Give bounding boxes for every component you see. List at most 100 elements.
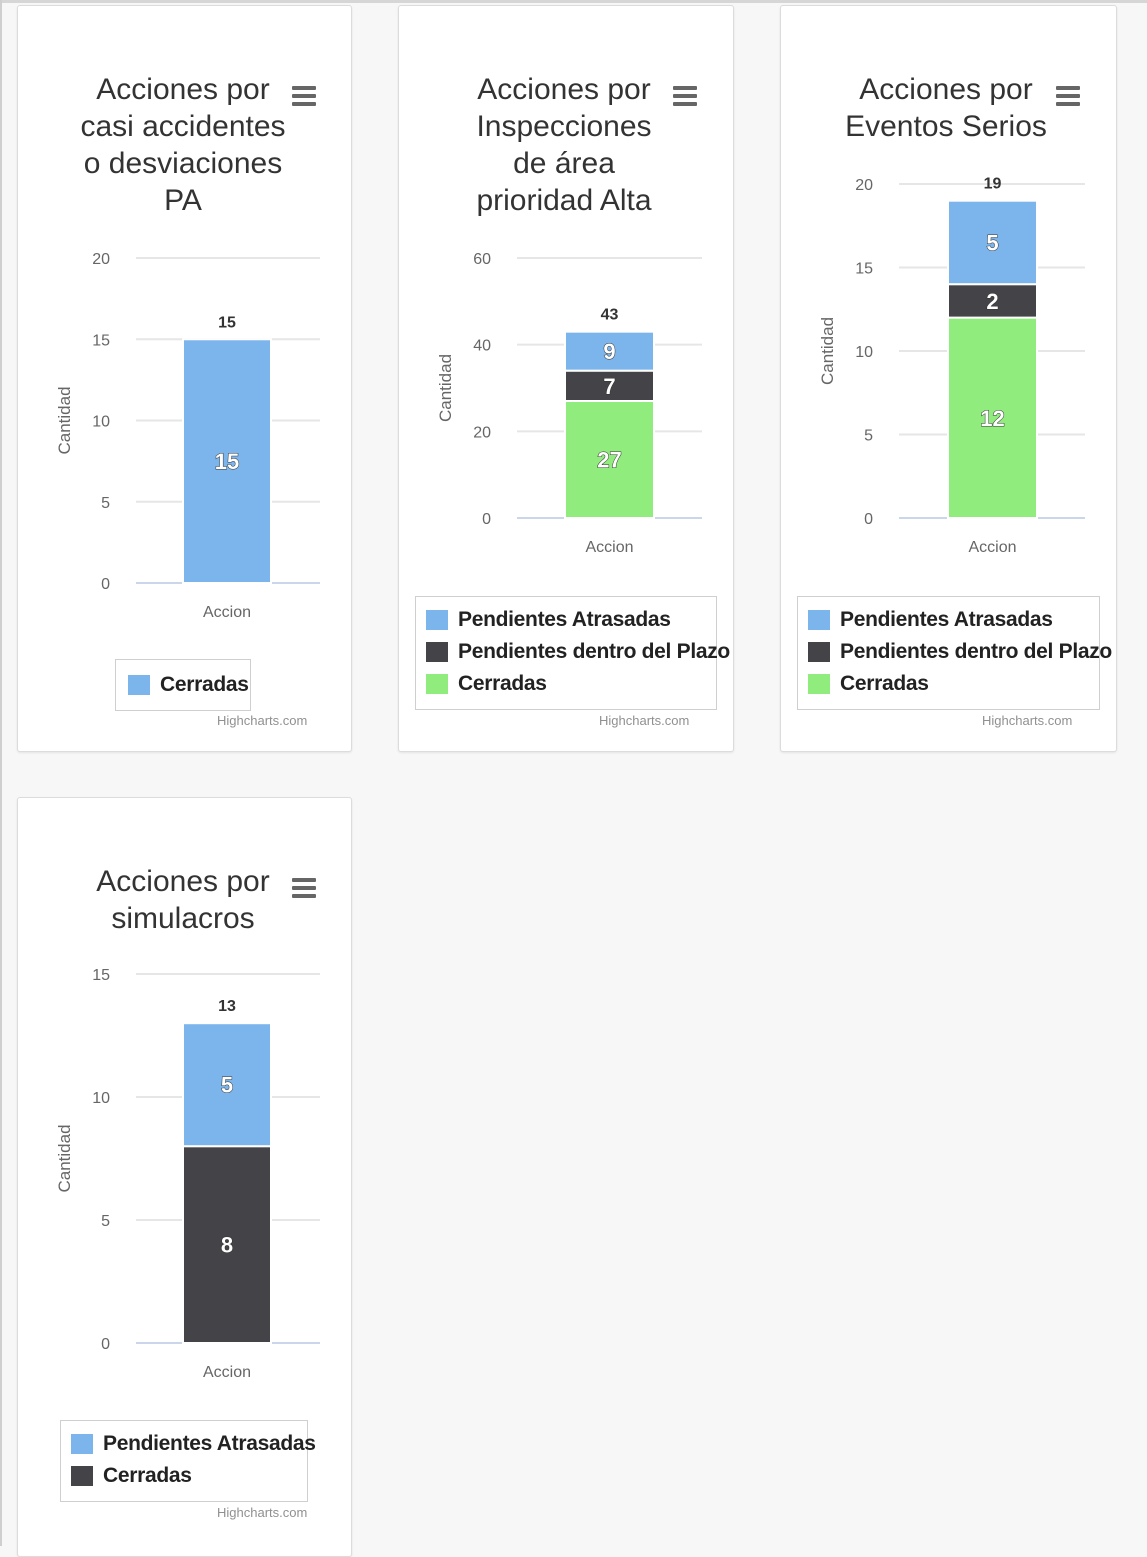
chart-title-line: de área xyxy=(513,147,615,180)
bar-segment xyxy=(947,316,1038,519)
data-label: 5 xyxy=(221,1073,233,1098)
y-tick-label: 5 xyxy=(101,495,110,512)
chart-plot: 0 5 10 15 20 Cantidad Accion 12 2 5 19 xyxy=(818,176,1085,556)
legend-label: Cerradas xyxy=(103,1464,192,1487)
legend-swatch xyxy=(71,1466,93,1486)
hamburger-menu-icon-bar xyxy=(292,886,316,890)
y-tick-label: 20 xyxy=(92,251,110,268)
stack-total-label: 43 xyxy=(601,307,619,324)
y-tick-label: 40 xyxy=(473,338,491,355)
legend-label: Cerradas xyxy=(458,672,547,695)
chart-title: Acciones por Inspecciones de área priori… xyxy=(439,71,689,219)
highcharts-credits-link[interactable]: Highcharts.com xyxy=(982,713,1073,728)
legend-item-pendientes-dentro-plazo[interactable]: Pendientes dentro del Plazo xyxy=(426,639,730,665)
bar-segment xyxy=(564,400,655,519)
legend-swatch xyxy=(128,675,150,695)
legend-item-cerradas[interactable]: Cerradas xyxy=(808,671,929,697)
hamburger-menu-icon-bar xyxy=(673,102,697,106)
data-label: 8 xyxy=(221,1233,233,1258)
chart-plot: 0 5 10 15 Cantidad Accion 8 5 13 xyxy=(55,967,320,1381)
hamburger-menu-icon-bar xyxy=(1056,94,1080,98)
hamburger-menu-icon-bar xyxy=(292,102,316,106)
legend-swatch xyxy=(71,1434,93,1454)
hamburger-menu-icon-bar xyxy=(292,94,316,98)
bar-segment xyxy=(564,369,655,402)
hamburger-menu-icon xyxy=(1056,86,1080,90)
y-tick-label: 15 xyxy=(92,332,110,349)
highcharts-credits-link[interactable]: Highcharts.com xyxy=(599,713,690,728)
y-tick-label: 10 xyxy=(92,1090,110,1107)
bar-segment xyxy=(947,283,1038,319)
x-tick-label: Accion xyxy=(968,539,1016,556)
chart-title-line: Acciones por xyxy=(96,73,270,106)
chart-title-line: Acciones por xyxy=(477,73,651,106)
window-left-border xyxy=(0,0,2,1546)
legend-swatch xyxy=(808,642,830,662)
legend-label: Pendientes dentro del Plazo xyxy=(458,640,730,663)
chart-plot: 0 5 10 15 20 Cantidad Accion 15 15 xyxy=(55,251,320,621)
hamburger-menu-icon xyxy=(673,86,697,90)
data-label: 5 xyxy=(986,230,998,255)
legend-label: Cerradas xyxy=(840,672,929,695)
chart-title-line: Eventos Serios xyxy=(845,110,1047,143)
chart-title-line: simulacros xyxy=(111,902,255,935)
y-tick-label: 15 xyxy=(855,261,873,278)
chart-card-casi-accidentes: Acciones por casi accidentes o desviacio… xyxy=(17,5,352,752)
data-label: 9 xyxy=(603,339,615,364)
hamburger-menu-icon xyxy=(292,878,316,882)
y-axis-title: Cantidad xyxy=(818,317,837,385)
y-tick-label: 0 xyxy=(482,511,491,528)
hamburger-menu-icon xyxy=(292,86,316,90)
legend-item-pendientes-atrasadas[interactable]: Pendientes Atrasadas xyxy=(808,607,1053,633)
chart-title-line: prioridad Alta xyxy=(476,184,652,217)
y-axis-title: Cantidad xyxy=(436,354,455,422)
chart-plot: 0 20 40 60 Cantidad Accion 27 7 9 43 xyxy=(436,251,702,556)
legend-swatch xyxy=(426,642,448,662)
legend-label: Pendientes Atrasadas xyxy=(840,608,1053,631)
chart-title-line: Acciones por xyxy=(859,73,1033,106)
legend-label: Pendientes Atrasadas xyxy=(103,1432,316,1455)
bar-segment xyxy=(182,1022,272,1148)
stack-total-label: 15 xyxy=(218,314,236,331)
x-tick-label: Accion xyxy=(203,1364,251,1381)
hamburger-menu-icon-bar xyxy=(673,94,697,98)
chart-title-line: Acciones por xyxy=(96,865,270,898)
y-tick-label: 20 xyxy=(473,424,491,441)
legend-item-pendientes-atrasadas[interactable]: Pendientes Atrasadas xyxy=(71,1431,316,1457)
y-tick-label: 10 xyxy=(855,344,873,361)
stack-total-label: 13 xyxy=(218,998,236,1015)
bar-segment xyxy=(947,199,1038,286)
y-tick-label: 0 xyxy=(101,576,110,593)
legend-item-pendientes-dentro-plazo[interactable]: Pendientes dentro del Plazo xyxy=(808,639,1112,665)
legend-item-cerradas[interactable]: Cerradas xyxy=(128,672,249,698)
legend-item-cerradas[interactable]: Cerradas xyxy=(426,671,547,697)
legend-label: Pendientes Atrasadas xyxy=(458,608,671,631)
chart-menu-button[interactable] xyxy=(1054,83,1084,109)
chart-legend: Pendientes Atrasadas Pendientes dentro d… xyxy=(797,596,1112,710)
chart-menu-button[interactable] xyxy=(671,83,701,109)
y-tick-label: 5 xyxy=(101,1213,110,1230)
chart-title-line: casi accidentes xyxy=(80,110,286,143)
y-axis-title: Cantidad xyxy=(55,1124,74,1192)
highcharts-credits-link[interactable]: Highcharts.com xyxy=(217,713,308,728)
chart-menu-button[interactable] xyxy=(290,83,320,109)
x-tick-label: Accion xyxy=(203,604,251,621)
legend-label: Cerradas xyxy=(160,673,249,696)
chart-title-line: PA xyxy=(164,184,202,217)
chart-title: Acciones por casi accidentes o desviacio… xyxy=(58,71,308,219)
data-label: 15 xyxy=(215,449,239,474)
chart-title-line: o desviaciones xyxy=(83,147,283,180)
bar-segment xyxy=(182,338,272,584)
highcharts-credits-link[interactable]: Highcharts.com xyxy=(217,1505,308,1520)
legend-item-pendientes-atrasadas[interactable]: Pendientes Atrasadas xyxy=(426,607,671,633)
chart-title: Acciones por simulacros xyxy=(58,863,308,937)
y-tick-label: 20 xyxy=(855,177,873,194)
window-top-border xyxy=(0,0,1147,3)
data-label: 27 xyxy=(597,448,621,473)
chart-menu-button[interactable] xyxy=(290,875,320,901)
legend-item-cerradas[interactable]: Cerradas xyxy=(71,1463,192,1489)
chart-legend: Pendientes Atrasadas Cerradas xyxy=(60,1420,316,1502)
data-label: 12 xyxy=(980,406,1004,431)
stack-total-label: 19 xyxy=(984,176,1002,193)
x-tick-label: Accion xyxy=(585,539,633,556)
